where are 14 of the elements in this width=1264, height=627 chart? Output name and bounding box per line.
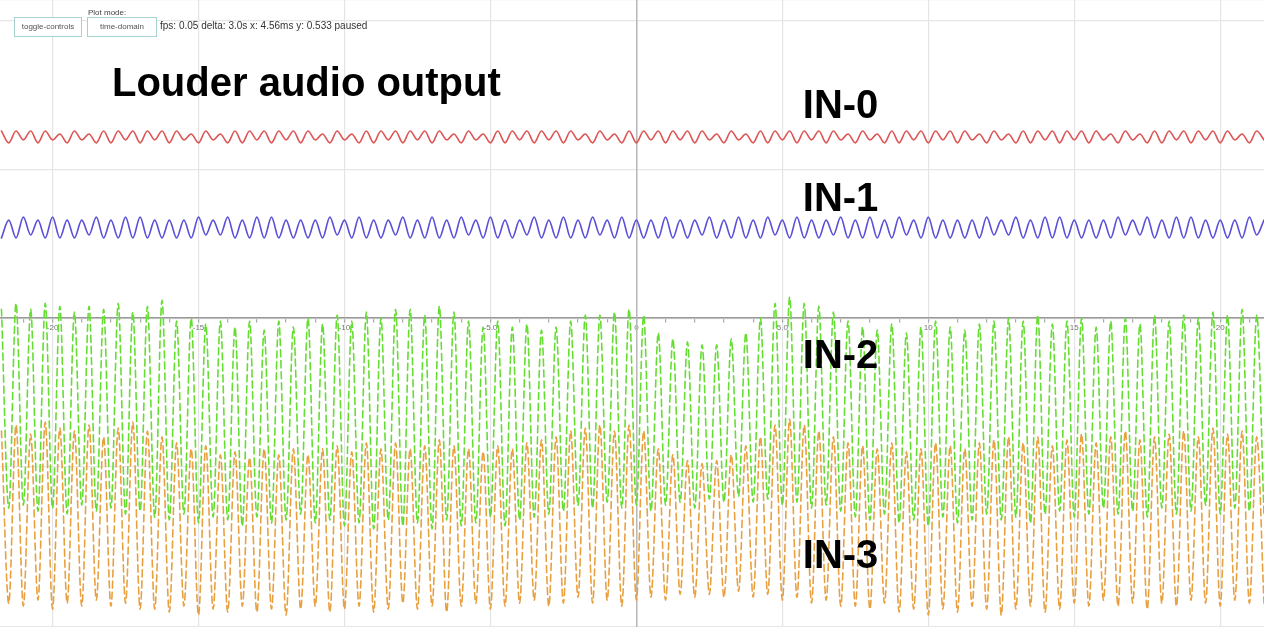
x-tick-label: -10 [338, 323, 351, 333]
x-tick-label: 15 [1069, 323, 1080, 333]
series-label: IN-1 [802, 175, 879, 220]
button: time-domain [87, 17, 157, 37]
series-label: IN-0 [802, 82, 879, 127]
chart-title: Louder audio output [112, 60, 501, 105]
x-tick-label: 10 [923, 323, 934, 333]
x-tick-label: -15 [192, 323, 205, 333]
button: toggle-controls [14, 17, 82, 37]
x-tick-label: -5.0 [483, 323, 498, 333]
x-tick-label: 5.0 [776, 323, 789, 333]
text: Plot mode: [88, 8, 127, 17]
x-tick-label: 20 [1215, 323, 1226, 333]
text: fps: 0.05 delta: 3.0s x: 4.56ms y: 0.533 paused [160, 20, 368, 31]
